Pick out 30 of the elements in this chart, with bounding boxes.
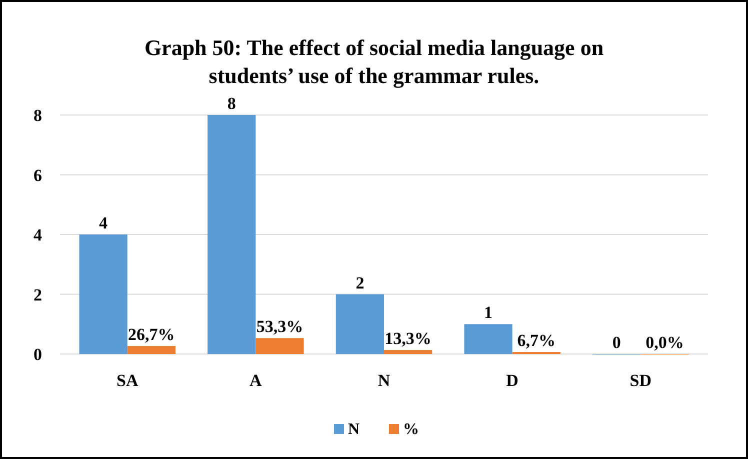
data-label: 26,7% — [128, 325, 175, 344]
data-label: 2 — [356, 273, 364, 292]
data-label: 6,7% — [517, 331, 556, 350]
bar — [127, 346, 176, 354]
legend-label: N — [348, 421, 360, 438]
bar — [336, 294, 384, 354]
data-label: 0,0% — [646, 333, 684, 352]
data-label: 0 — [612, 333, 621, 352]
legend-label: % — [403, 421, 419, 438]
data-label: 53,3% — [256, 317, 304, 336]
x-tick-label: SA — [116, 371, 139, 390]
x-tick-label: A — [250, 371, 263, 390]
y-tick-label: 6 — [34, 166, 42, 185]
x-tick-label: SD — [630, 371, 652, 390]
bar — [464, 324, 512, 354]
x-tick-label: N — [378, 371, 391, 390]
bar — [256, 338, 304, 354]
data-label: 8 — [227, 94, 236, 113]
bar — [384, 350, 432, 354]
y-tick-label: 4 — [34, 226, 42, 244]
bar — [79, 234, 128, 354]
data-label: 4 — [99, 214, 108, 232]
data-label: 1 — [484, 303, 493, 322]
y-tick-label: 2 — [34, 285, 42, 304]
y-tick-label: 0 — [34, 345, 42, 364]
bar — [208, 115, 256, 354]
y-tick-label: 8 — [34, 106, 42, 125]
data-label: 13,3% — [384, 329, 432, 348]
chart-title: Graph 50: The effect of social media language on students’ use of the grammar rules. — [144, 35, 604, 88]
x-tick-label: D — [506, 371, 518, 390]
